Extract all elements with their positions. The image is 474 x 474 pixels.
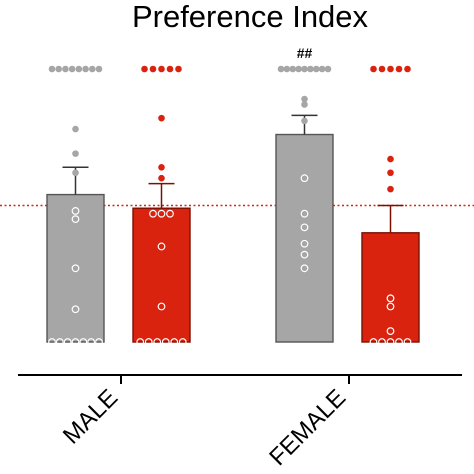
data-point	[387, 65, 394, 73]
data-point	[301, 95, 308, 103]
data-point	[166, 209, 174, 218]
data-point	[307, 65, 314, 73]
bar	[361, 232, 420, 343]
data-point	[386, 338, 395, 346]
data-point	[71, 215, 80, 224]
data-point	[378, 65, 386, 73]
data-point	[71, 264, 80, 273]
data-point	[63, 338, 72, 346]
data-point	[395, 338, 403, 346]
data-point	[386, 327, 395, 335]
data-point	[72, 125, 79, 133]
data-point	[386, 302, 395, 311]
data-point	[157, 242, 166, 251]
x-tick-label: FEMALE	[264, 384, 351, 471]
data-point	[300, 250, 309, 259]
data-point	[378, 338, 386, 346]
data-point	[62, 65, 69, 73]
data-point	[300, 223, 309, 232]
data-point	[295, 65, 302, 73]
annotation-label: ##	[297, 45, 313, 61]
data-point	[312, 65, 320, 73]
data-point	[300, 209, 309, 218]
data-point	[158, 65, 165, 73]
data-point	[48, 65, 56, 73]
points-layer	[48, 65, 412, 346]
data-point	[387, 185, 394, 193]
data-point	[72, 150, 79, 157]
data-point	[178, 338, 187, 346]
data-point	[82, 65, 89, 73]
data-point	[403, 338, 412, 346]
data-point	[395, 65, 403, 73]
data-point	[370, 65, 377, 73]
data-point	[387, 169, 394, 177]
bars-layer	[46, 133, 420, 343]
data-point	[141, 65, 148, 73]
data-point	[161, 338, 170, 346]
data-point	[289, 65, 297, 73]
data-point	[157, 302, 166, 311]
chart-title: Preference Index	[132, 0, 369, 34]
data-point	[71, 305, 80, 314]
data-point	[87, 338, 96, 346]
data-point	[149, 209, 157, 218]
data-point	[95, 338, 103, 346]
data-point	[166, 65, 174, 73]
data-point	[283, 65, 291, 73]
data-point	[79, 338, 88, 346]
error-bars-layer	[62, 114, 404, 233]
bar	[46, 193, 105, 343]
data-point	[158, 163, 165, 171]
data-point	[386, 294, 395, 303]
data-point	[71, 338, 80, 346]
data-point	[158, 114, 165, 122]
data-point	[300, 264, 309, 273]
data-point	[95, 65, 103, 73]
data-point	[55, 65, 63, 73]
data-point	[301, 101, 308, 108]
data-point	[300, 174, 309, 183]
data-point	[55, 338, 64, 346]
data-point	[75, 65, 83, 73]
data-point	[277, 65, 285, 73]
bar	[275, 133, 334, 343]
data-point	[157, 209, 166, 218]
data-point	[88, 65, 96, 73]
data-point	[71, 207, 80, 215]
x-ticks-layer: MALE FEMALE	[58, 375, 351, 471]
data-point	[158, 174, 165, 182]
data-point	[136, 338, 145, 346]
data-point	[48, 338, 56, 346]
bar	[132, 207, 191, 343]
annotations-layer: ##	[297, 45, 313, 61]
data-point	[175, 65, 182, 73]
data-point	[369, 338, 378, 346]
data-point	[72, 169, 79, 177]
data-point	[387, 155, 394, 163]
data-point	[324, 65, 332, 73]
data-point	[68, 65, 76, 73]
data-point	[404, 65, 411, 73]
data-point	[170, 338, 179, 346]
data-point	[318, 65, 326, 73]
data-point	[153, 338, 162, 346]
data-point	[300, 239, 309, 248]
x-tick-label: MALE	[58, 384, 123, 449]
data-point	[149, 65, 157, 73]
data-point	[301, 65, 308, 73]
data-point	[144, 338, 153, 346]
data-point	[301, 117, 308, 125]
